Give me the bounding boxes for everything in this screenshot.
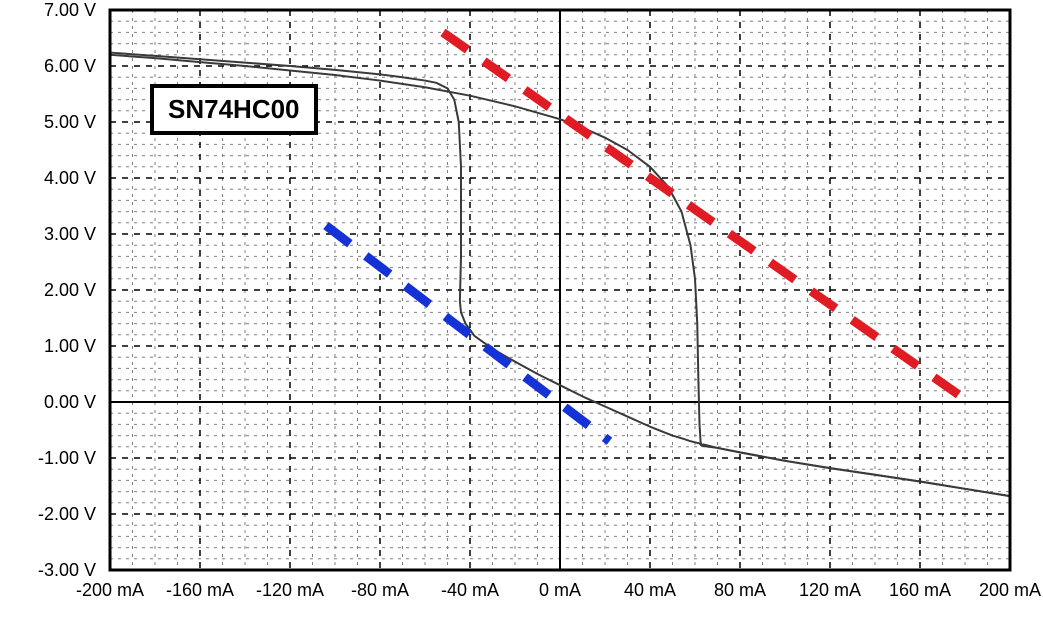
- x-tick-label: -120 mA: [256, 580, 324, 601]
- y-tick-label: 6.00 V: [0, 56, 96, 77]
- y-tick-label: 3.00 V: [0, 224, 96, 245]
- x-tick-label: -200 mA: [76, 580, 144, 601]
- x-tick-label: 120 mA: [799, 580, 861, 601]
- x-tick-label: 200 mA: [979, 580, 1041, 601]
- y-tick-label: 5.00 V: [0, 112, 96, 133]
- y-tick-label: 7.00 V: [0, 0, 96, 21]
- x-tick-label: -40 mA: [441, 580, 499, 601]
- y-tick-label: 1.00 V: [0, 336, 96, 357]
- iv-curve-chart: 7.00 V 6.00 V 5.00 V 4.00 V 3.00 V 2.00 …: [0, 0, 1043, 622]
- x-tick-label: -80 mA: [351, 580, 409, 601]
- x-tick-label: 40 mA: [624, 580, 676, 601]
- y-tick-label: 0.00 V: [0, 392, 96, 413]
- x-tick-label: 80 mA: [714, 580, 766, 601]
- x-tick-label: -160 mA: [166, 580, 234, 601]
- y-tick-label: -1.00 V: [0, 448, 96, 469]
- y-tick-label: 2.00 V: [0, 280, 96, 301]
- y-tick-label: 4.00 V: [0, 168, 96, 189]
- y-tick-label: -2.00 V: [0, 504, 96, 525]
- x-tick-label: 160 mA: [889, 580, 951, 601]
- y-tick-label: -3.00 V: [0, 560, 96, 581]
- part-number-label: SN74HC00: [150, 84, 318, 135]
- x-tick-label: 0 mA: [539, 580, 581, 601]
